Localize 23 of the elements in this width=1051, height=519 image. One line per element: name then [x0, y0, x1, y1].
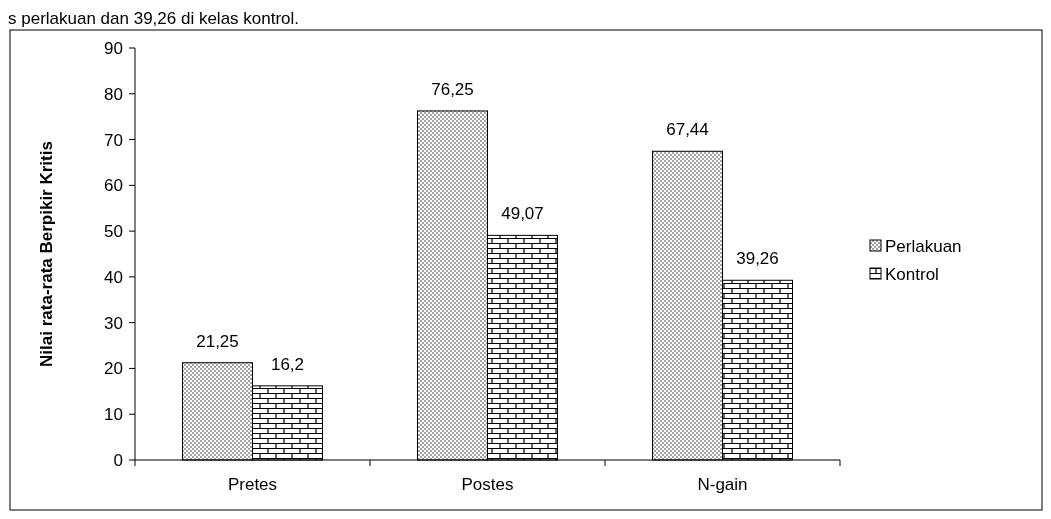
- y-tick-label: 10: [104, 405, 123, 425]
- y-tick-label: 80: [104, 84, 123, 104]
- x-tick-label: N-gain: [697, 475, 748, 494]
- y-tick-label: 50: [104, 222, 123, 242]
- text: s perlakuan dan 39,26 di kelas kontrol.: [8, 9, 300, 28]
- y-tick-label: 60: [104, 176, 123, 196]
- data-label: 49,07: [501, 204, 544, 224]
- y-tick-label: 0: [113, 450, 123, 470]
- y-axis-title: Nilai rata-rata Berpikir Kritis: [37, 141, 56, 367]
- x-tick-label: Postes: [461, 475, 514, 494]
- data-label: 16,2: [270, 354, 305, 374]
- y-tick-label: 30: [104, 313, 123, 333]
- data-label: 76,25: [431, 79, 474, 99]
- y-tick-label: 90: [104, 38, 123, 58]
- data-label: 67,44: [666, 120, 709, 140]
- legend-label: Kontrol: [885, 264, 939, 284]
- data-label: 39,26: [736, 249, 779, 269]
- data-label: 21,25: [196, 331, 239, 351]
- y-tick-label: 70: [104, 130, 123, 150]
- x-tick-label: Pretes: [227, 475, 278, 494]
- y-tick-label: 20: [104, 359, 123, 379]
- y-tick-label: 40: [104, 267, 123, 287]
- legend-label: Perlakuan: [885, 236, 962, 256]
